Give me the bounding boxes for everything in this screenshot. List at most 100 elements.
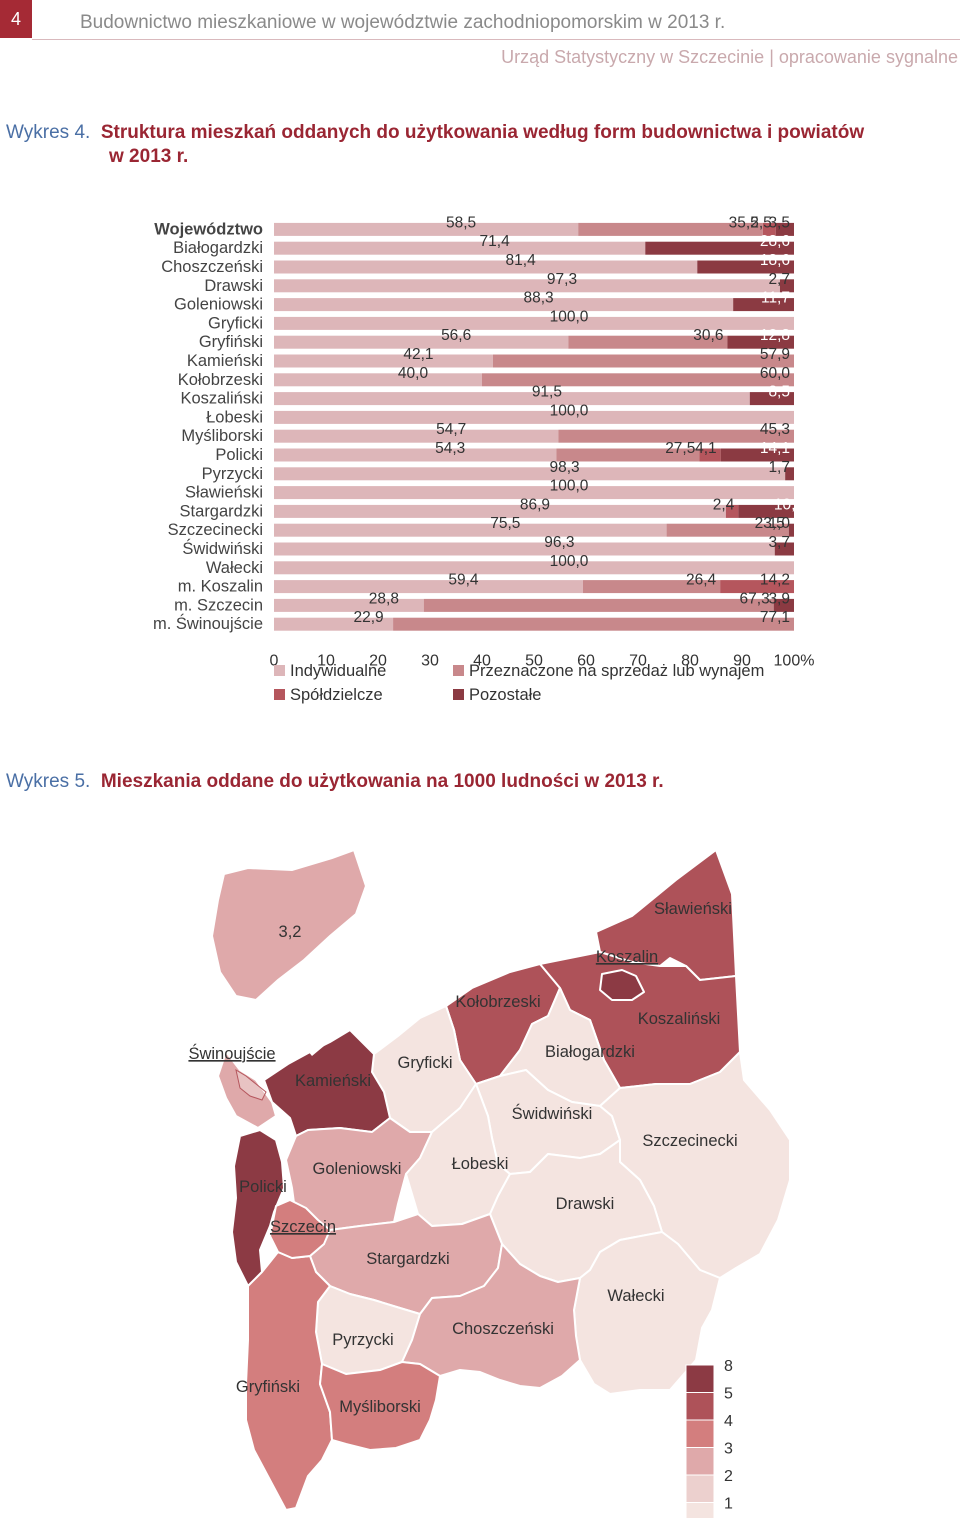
bar-segment xyxy=(779,279,794,293)
region-label-pyrzycki: Pyrzycki xyxy=(332,1331,393,1349)
data-label: 100,0 xyxy=(550,478,589,495)
x-tick-label: 30 xyxy=(421,653,439,670)
legend-value: 4 xyxy=(724,1413,733,1430)
bar-segment xyxy=(393,617,794,631)
data-label: 86,9 xyxy=(520,496,550,513)
category-label: Szczecinecki xyxy=(168,521,263,539)
bay-shape xyxy=(302,1026,330,1056)
region-label-policki: Policki xyxy=(239,1178,287,1196)
category-label: Kołobrzeski xyxy=(178,371,263,389)
region-szczecin xyxy=(269,1199,331,1259)
bar-segment xyxy=(582,580,721,594)
bar-segment xyxy=(274,373,482,387)
category-label: Łobeski xyxy=(206,408,263,426)
bar-segment xyxy=(568,335,728,349)
category-label: Białogardzki xyxy=(173,239,263,257)
data-label: 100,0 xyxy=(550,553,589,570)
legend-swatch xyxy=(685,1419,715,1448)
data-label: 23,5 xyxy=(755,515,785,532)
bar-segment xyxy=(556,448,700,462)
region-label-łobeski: Łobeski xyxy=(452,1155,509,1173)
legend-value: 3 xyxy=(724,1441,733,1458)
region-label-szczecinecki: Szczecinecki xyxy=(642,1132,737,1150)
category-label: Policki xyxy=(215,446,263,464)
data-label: 100,0 xyxy=(550,308,589,325)
bar-segment xyxy=(697,260,794,274)
legend-value: 1 xyxy=(724,1496,733,1513)
bar-segment xyxy=(645,241,794,255)
category-label: m. Świnoujście xyxy=(153,614,263,633)
region-świnoujście xyxy=(217,1051,277,1129)
data-label: 67,3 xyxy=(740,590,770,607)
category-label: Świdwiński xyxy=(182,539,263,558)
data-label: 27,5 xyxy=(665,440,695,457)
bar-segment xyxy=(773,598,794,612)
bar-segment xyxy=(274,410,794,424)
category-label: Pyrzycki xyxy=(202,465,263,483)
data-label: 98,3 xyxy=(549,459,579,476)
region-label-wałecki: Wałecki xyxy=(607,1287,664,1305)
data-label: 14,1 xyxy=(760,440,790,457)
data-label: 3,5 xyxy=(768,214,790,231)
category-label: Sławieński xyxy=(185,484,263,502)
x-tick-label: 50 xyxy=(525,653,543,670)
header-divider xyxy=(32,39,960,40)
figure4-title-line1: Struktura mieszkań oddanych do użytkowan… xyxy=(100,122,865,143)
category-label: m. Koszalin xyxy=(178,578,263,596)
bar-segment xyxy=(762,222,776,236)
legend-value: 5 xyxy=(724,1386,733,1403)
figure4-title-line2: w 2013 r. xyxy=(109,146,189,167)
figure5-title-text: Mieszkania oddane do użytkowania na 1000… xyxy=(100,771,664,792)
bar-segment xyxy=(274,523,667,537)
data-label: 26,4 xyxy=(686,572,717,589)
region-label-sławieński: Sławieński xyxy=(654,900,732,918)
category-label: Drawski xyxy=(204,277,263,295)
data-label: 28,8 xyxy=(369,590,399,607)
region-value-label: 3,2 xyxy=(279,923,302,941)
map-labels: Sławieński Koszalin Kołobrzeski Koszaliński… xyxy=(188,900,737,1416)
region-koszalin xyxy=(599,969,645,1001)
data-label: 57,9 xyxy=(760,346,790,363)
map-overlays xyxy=(235,1026,330,1101)
category-label: Stargardzki xyxy=(180,502,263,520)
region-label-koszaliński: Koszaliński xyxy=(638,1010,721,1028)
region-myśliborski xyxy=(319,1361,441,1451)
region-label-drawski: Drawski xyxy=(556,1195,615,1213)
bar-segment xyxy=(720,580,794,594)
region-label-myśliborski: Myśliborski xyxy=(339,1398,421,1416)
data-label: 10,7 xyxy=(774,496,804,513)
legend-swatch xyxy=(274,689,285,700)
data-label: 3,7 xyxy=(768,534,790,551)
bar-segment xyxy=(725,504,739,518)
data-label: 4,1 xyxy=(695,440,717,457)
bar-segment xyxy=(738,504,794,518)
data-label: 11,7 xyxy=(761,290,790,307)
region-label-choszczeński: Choszczeński xyxy=(452,1320,554,1338)
bar-segment xyxy=(749,392,794,406)
data-label: 54,3 xyxy=(435,440,465,457)
bar-segment xyxy=(788,523,794,537)
bar-segment xyxy=(666,523,789,537)
bar-segment xyxy=(423,598,774,612)
bar-segment xyxy=(785,467,794,481)
data-label: 8,5 xyxy=(768,384,790,401)
category-label: Goleniowski xyxy=(174,296,263,314)
bar-segment xyxy=(274,486,794,500)
data-label: 75,5 xyxy=(490,515,520,532)
data-label: 2,4 xyxy=(713,496,735,513)
figure4-title: Wykres 4. Struktura mieszkań oddanych do… xyxy=(6,121,864,169)
x-tick-label: 100% xyxy=(774,653,815,670)
x-tick-label: 0 xyxy=(270,653,279,670)
region-label-goleniowski: Goleniowski xyxy=(313,1160,402,1178)
region-label-kołobrzeski: Kołobrzeski xyxy=(455,993,540,1011)
x-tick-label: 80 xyxy=(681,653,699,670)
legend-swatch xyxy=(453,689,464,700)
bar-segment xyxy=(274,392,750,406)
bar-segment xyxy=(775,222,794,236)
bar-segment xyxy=(274,222,579,236)
category-label: Wałecki xyxy=(206,559,263,577)
choropleth-map: Sławieński Koszalin Kołobrzeski Koszaliński… xyxy=(188,848,791,1518)
x-tick-label: 40 xyxy=(473,653,491,670)
category-label: Myśliborski xyxy=(181,427,263,445)
data-label: 28,6 xyxy=(760,233,790,250)
